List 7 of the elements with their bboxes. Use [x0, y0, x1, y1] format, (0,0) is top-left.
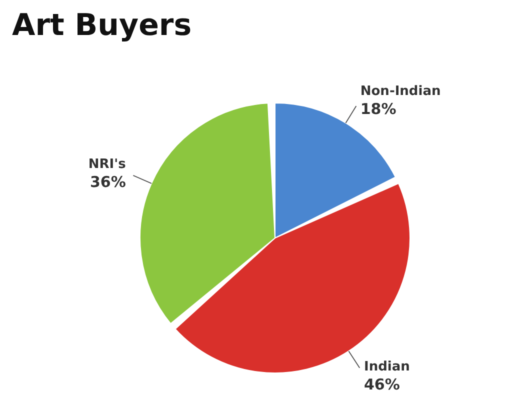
data-label: 18% — [360, 100, 396, 118]
data-label: 36% — [90, 173, 126, 192]
data-label: 46% — [364, 376, 400, 394]
slice-label: Indian — [364, 360, 410, 375]
slice-label: Non-Indian — [360, 84, 441, 100]
chart-title: Art Buyers — [12, 8, 192, 43]
slice-label: NRI's — [88, 157, 126, 172]
